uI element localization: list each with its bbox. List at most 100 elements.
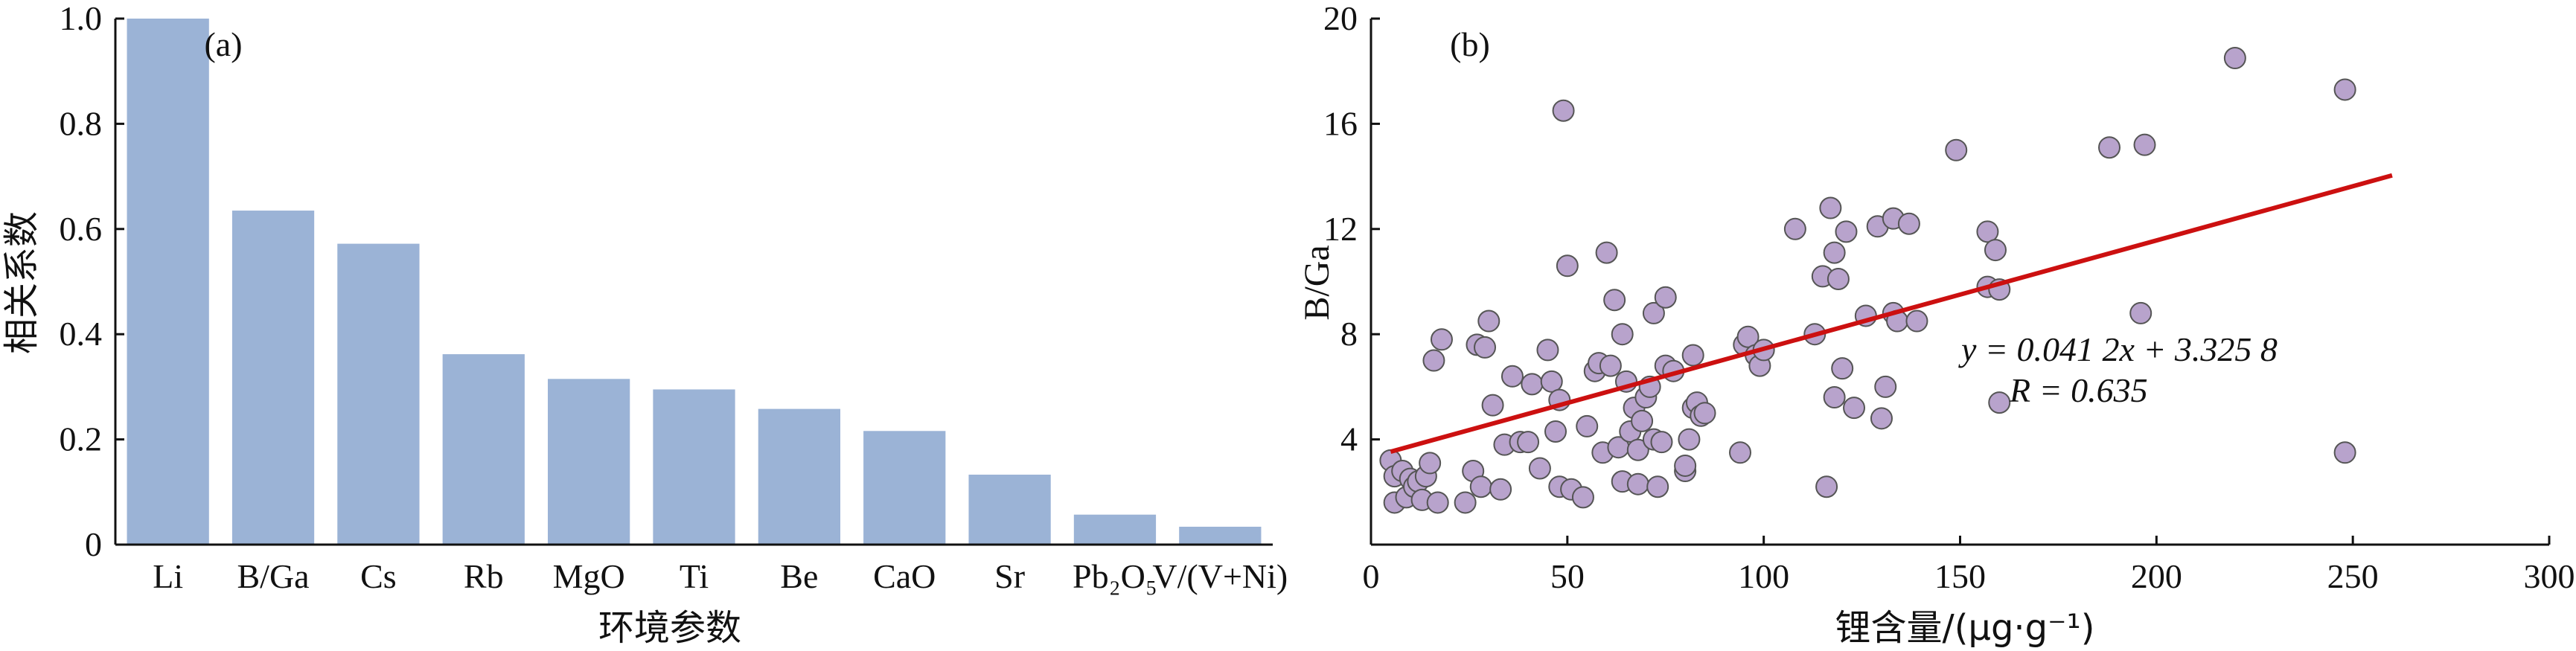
scatter-point-27 <box>1528 457 1551 480</box>
scatter-point-50 <box>1626 472 1649 496</box>
scatter-point-19 <box>1477 310 1500 333</box>
scatter-point-90 <box>1874 375 1897 398</box>
x-tick-label-b-4: 200 <box>2131 557 2182 595</box>
scatter-point-52 <box>1631 409 1654 432</box>
scatter-point-26 <box>1521 373 1544 396</box>
y-tick-label-a-5: 1.0 <box>60 0 103 37</box>
x-tick-label-a-5: Ti <box>680 557 709 595</box>
scatter-point-29 <box>1540 370 1563 393</box>
scatter-point-64 <box>1678 428 1701 451</box>
scatter-point-23 <box>1500 365 1524 388</box>
y-tick-label-b-1: 8 <box>1340 315 1358 353</box>
scatter-point-102 <box>2098 136 2121 159</box>
x-axis-title-b: 锂含量/(μg·g⁻¹) <box>1835 607 2095 649</box>
scatter-points <box>1379 47 2356 514</box>
x-tick-label-a-8: Sr <box>994 557 1025 595</box>
scatter-point-37 <box>1576 414 1599 437</box>
scatter-point-43 <box>1603 289 1626 312</box>
scatter-point-106 <box>2333 78 2356 101</box>
scatter-point-13 <box>1430 328 1453 351</box>
x-tick-label-a-0: Li <box>153 557 183 595</box>
x-tick-label-a-2: Cs <box>360 557 397 595</box>
scatter-point-104 <box>2133 133 2156 156</box>
scatter-point-99 <box>1984 239 2007 262</box>
scatter-point-76 <box>1783 217 1806 240</box>
y-tick-label-a-4: 0.8 <box>60 104 103 142</box>
scatter-point-46 <box>1611 323 1634 346</box>
y-tick-label-a-0: 0 <box>85 525 102 563</box>
scatter-point-69 <box>1693 402 1716 425</box>
scatter-point-95 <box>1905 310 1928 333</box>
regression-line-group <box>1390 173 2393 455</box>
scatter-point-14 <box>1454 491 1477 514</box>
bar-7 <box>863 431 946 545</box>
x-tick-label-a-10: V/(V+Ni) <box>1152 557 1288 595</box>
x-axis-title-a: 环境参数 <box>598 607 741 649</box>
regression-equation: y = 0.041 2x + 3.325 8 <box>1958 330 2278 368</box>
scatter-point-63 <box>1674 454 1697 477</box>
scatter-point-94 <box>1897 212 1920 235</box>
scatter-point-17 <box>1469 475 1492 498</box>
scatter-point-85 <box>1835 220 1858 243</box>
x-tick-label-a-1: B/Ga <box>237 557 309 595</box>
bar-6 <box>758 408 840 545</box>
scatter-point-36 <box>1571 486 1594 509</box>
scatter-point-55 <box>1642 301 1665 324</box>
scatter-point-25 <box>1517 431 1540 454</box>
bar-8 <box>968 474 1051 545</box>
bar-5 <box>653 389 735 545</box>
scatter-point-103 <box>2129 301 2152 324</box>
bar-series <box>127 19 1262 545</box>
scatter-point-12 <box>1426 491 1449 514</box>
y-tick-label-a-2: 0.4 <box>60 315 103 353</box>
y-tick-label-b-2: 12 <box>1323 210 1358 248</box>
y-axis-ticks-b: 4 8 12 16 20 <box>1323 0 1380 458</box>
scatter-point-105 <box>2223 47 2246 70</box>
scatter-point-96 <box>1945 138 1968 161</box>
bar-1 <box>231 211 315 545</box>
y-axis-title-a: 相关系数 <box>1 211 42 354</box>
scatter-chart-panel-b: 0 50 100 150 200 250 300 4 8 12 16 20 (b) y = 0.04… <box>1297 0 2575 649</box>
scatter-point-97 <box>1976 220 1999 243</box>
scatter-point-84 <box>1831 357 1854 380</box>
y-tick-label-a-1: 0.2 <box>60 420 103 458</box>
scatter-point-60 <box>1654 286 1677 309</box>
correlation-coefficient: R = 0.635 <box>2009 371 2148 409</box>
scatter-point-18 <box>1474 336 1497 359</box>
scatter-point-10 <box>1419 452 1442 475</box>
scatter-point-100 <box>1988 391 2011 414</box>
panel-label-b: (b) <box>1450 25 1490 63</box>
x-tick-label-b-1: 50 <box>1550 557 1585 595</box>
x-tick-label-b-5: 250 <box>2327 557 2379 595</box>
x-tick-label-b-0: 0 <box>1363 557 1380 595</box>
x-tick-label-a-7: CaO <box>873 557 936 595</box>
scatter-point-89 <box>1870 407 1893 430</box>
scatter-point-34 <box>1556 254 1579 278</box>
scatter-point-20 <box>1481 394 1504 417</box>
scatter-point-79 <box>1815 475 1838 498</box>
x-tick-label-b-6: 300 <box>2524 557 2575 595</box>
scatter-point-86 <box>1843 397 1866 420</box>
bar-2 <box>337 243 420 545</box>
bar-0 <box>127 19 209 545</box>
scatter-point-66 <box>1681 344 1704 367</box>
scatter-point-30 <box>1544 420 1567 443</box>
x-tick-label-b-3: 150 <box>1934 557 1986 595</box>
x-axis-ticks-b: 0 50 100 150 200 250 300 <box>1363 536 2575 595</box>
x-tick-label-a-6: Be <box>780 557 818 595</box>
scatter-point-57 <box>1646 475 1669 498</box>
x-tick-label-a-4: MgO <box>553 557 625 595</box>
scatter-point-41 <box>1595 241 1618 264</box>
scatter-point-83 <box>1826 267 1850 290</box>
y-tick-label-a-3: 0.6 <box>60 210 103 248</box>
x-tick-label-a-3: Rb <box>464 557 504 595</box>
bar-9 <box>1073 514 1157 545</box>
scatter-point-80 <box>1819 196 1842 219</box>
scatter-point-70 <box>1729 441 1752 464</box>
scatter-point-42 <box>1599 354 1622 377</box>
y-axis-title-b: B/Ga <box>1297 245 1337 320</box>
scatter-point-107 <box>2333 441 2356 464</box>
scatter-point-81 <box>1823 241 1846 264</box>
